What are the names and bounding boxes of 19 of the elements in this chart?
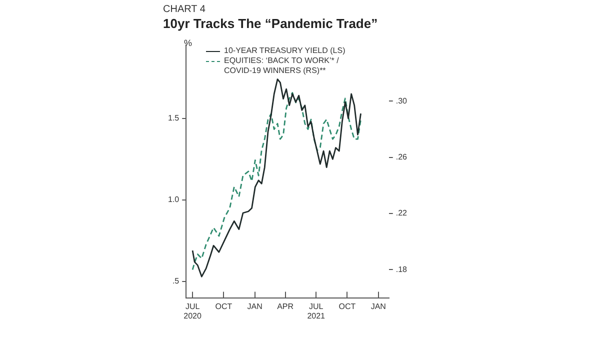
y-tick-label: .5: [172, 276, 180, 286]
x-tick-label: OCT: [215, 302, 232, 311]
y2-tick-label: .22: [396, 208, 408, 218]
x-tick-label: JUL 2021: [307, 302, 326, 320]
legend-label: 10-YEAR TREASURY YIELD (LS): [224, 46, 346, 56]
y2-tick-label: .30: [396, 96, 408, 106]
x-tick-label: OCT: [338, 302, 356, 311]
x-tick-label: JAN: [370, 302, 386, 311]
legend-label: EQUITIES: ‘BACK TO WORK’* / COVID-19 WINNERS (RS)**: [224, 56, 340, 76]
y2-tick-label: .18: [396, 264, 408, 274]
y2-tick-label: .26: [396, 152, 408, 162]
x-tick-label: APR: [277, 302, 294, 311]
chart-subtitle: CHART 4: [163, 4, 206, 15]
x-tick-label: JAN: [247, 302, 263, 311]
y-axis-title: %: [184, 38, 192, 48]
y-tick-label: 1.5: [168, 114, 180, 123]
x-tick-label: JUL 2020: [184, 302, 202, 320]
y-tick-label: 1.0: [168, 195, 180, 204]
chart-title: 10yr Tracks The “Pandemic Trade”: [163, 16, 378, 31]
